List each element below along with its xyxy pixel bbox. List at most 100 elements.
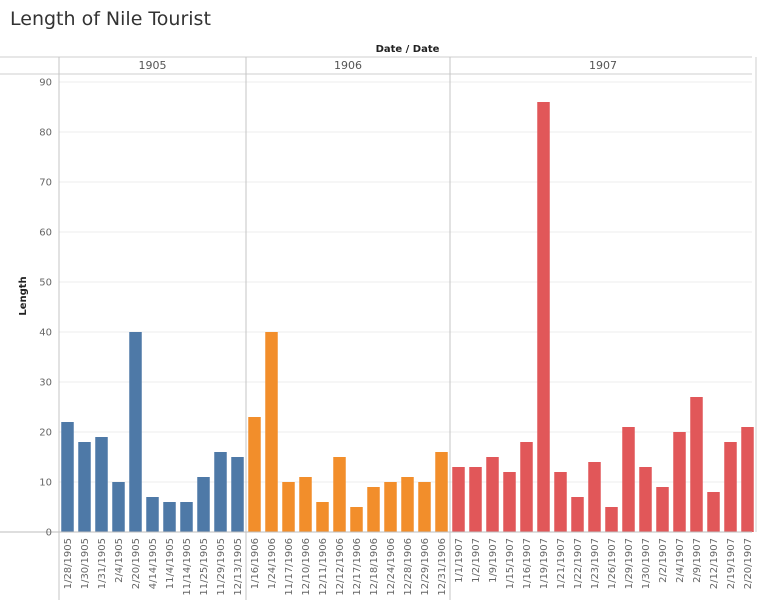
bar-1/19/1907 — [537, 102, 550, 532]
bar-2/12/1907 — [707, 492, 720, 532]
bar-2/4/1907 — [673, 432, 686, 532]
bar-11/17/1906 — [282, 482, 295, 532]
bar-12/13/1905 — [231, 457, 244, 532]
bar-1/31/1905 — [95, 437, 108, 532]
x-tick-label: 11/29/1905 — [216, 538, 227, 596]
bar-12/17/1906 — [350, 507, 363, 532]
year-header-1907: 1907 — [589, 59, 617, 72]
bar-12/12/1906 — [333, 457, 346, 532]
y-tick-label: 80 — [39, 128, 52, 139]
x-tick-label: 1/26/1907 — [607, 538, 618, 589]
bar-12/24/1906 — [384, 482, 397, 532]
bar-1/23/1907 — [588, 462, 601, 532]
x-tick-label: 12/28/1906 — [403, 538, 414, 596]
x-tick-label: 1/2/1907 — [471, 538, 482, 583]
bar-12/11/1906 — [316, 502, 329, 532]
x-tick-label: 1/30/1907 — [641, 538, 652, 589]
bar-12/28/1906 — [401, 477, 414, 532]
x-tick-label: 1/23/1907 — [590, 538, 601, 589]
y-axis-title: Length — [18, 276, 29, 315]
x-tick-label: 1/21/1907 — [556, 538, 567, 589]
x-tick-label: 2/4/1905 — [114, 538, 125, 583]
x-tick-label: 12/12/1906 — [335, 538, 346, 596]
x-tick-label: 12/18/1906 — [369, 538, 380, 596]
y-tick-label: 40 — [39, 328, 52, 339]
y-tick-label: 20 — [39, 428, 52, 439]
x-tick-label: 11/14/1905 — [182, 538, 193, 596]
x-tick-label: 12/10/1906 — [301, 538, 312, 596]
y-tick-label: 30 — [39, 378, 52, 389]
x-tick-label: 2/2/1907 — [658, 538, 669, 583]
bar-11/14/1905 — [180, 502, 193, 532]
bar-2/4/1905 — [112, 482, 125, 532]
bars — [61, 102, 754, 532]
bar-2/20/1907 — [741, 427, 754, 532]
bar-1/30/1907 — [639, 467, 652, 532]
x-tick-label: 12/13/1905 — [233, 538, 244, 596]
bar-1/2/1907 — [469, 467, 482, 532]
bar-11/4/1905 — [163, 502, 176, 532]
x-tick-label: 1/28/1905 — [63, 538, 74, 589]
bar-11/29/1905 — [214, 452, 227, 532]
bar-12/10/1906 — [299, 477, 312, 532]
bar-12/18/1906 — [367, 487, 380, 532]
x-tick-label: 11/25/1905 — [199, 538, 210, 596]
bar-1/28/1905 — [61, 422, 74, 532]
chart-frame — [0, 56, 757, 600]
bar-12/29/1906 — [418, 482, 431, 532]
x-tick-label: 1/29/1907 — [624, 538, 635, 589]
x-tick-label: 12/24/1906 — [386, 538, 397, 596]
x-tick-label: 1/15/1907 — [505, 538, 516, 589]
x-tick-label: 2/20/1905 — [131, 538, 142, 589]
bar-1/26/1907 — [605, 507, 618, 532]
bar-1/9/1907 — [486, 457, 499, 532]
bar-2/2/1907 — [656, 487, 669, 532]
year-header-1905: 1905 — [139, 59, 167, 72]
x-tick-label: 1/31/1905 — [97, 538, 108, 589]
x-tick-label: 12/17/1906 — [352, 538, 363, 596]
x-tick-label: 12/29/1906 — [420, 538, 431, 596]
x-tick-label: 11/17/1906 — [284, 538, 295, 596]
x-tick-label: 2/20/1907 — [743, 538, 754, 589]
bar-1/30/1905 — [78, 442, 91, 532]
bar-11/25/1905 — [197, 477, 210, 532]
x-tick-label: 1/19/1907 — [539, 538, 550, 589]
x-tick-label: 2/12/1907 — [709, 538, 720, 589]
x-tick-label: 2/9/1907 — [692, 538, 703, 583]
y-tick-label: 90 — [39, 78, 52, 89]
x-tick-label: 1/16/1906 — [250, 538, 261, 589]
y-tick-label: 60 — [39, 228, 52, 239]
x-tick-label: 2/19/1907 — [726, 538, 737, 589]
x-tick-label: 1/16/1907 — [522, 538, 533, 589]
x-tick-label: 1/1/1907 — [454, 538, 465, 583]
y-tick-label: 70 — [39, 178, 52, 189]
bar-1/22/1907 — [571, 497, 584, 532]
x-tick-label: 4/14/1905 — [148, 538, 159, 589]
gridlines — [59, 81, 752, 483]
bar-2/20/1905 — [129, 332, 142, 532]
bar-1/15/1907 — [503, 472, 516, 532]
bar-1/21/1907 — [554, 472, 567, 532]
y-tick-label: 10 — [39, 478, 52, 489]
bar-1/24/1906 — [265, 332, 278, 532]
bar-12/31/1906 — [435, 452, 448, 532]
x-tick-label: 12/11/1906 — [318, 538, 329, 596]
bar-1/16/1907 — [520, 442, 533, 532]
column-header-title: Date / Date — [376, 44, 440, 55]
x-tick-label: 12/31/1906 — [437, 538, 448, 596]
x-tick-label: 1/9/1907 — [488, 538, 499, 583]
y-tick-label: 0 — [46, 528, 52, 539]
chart-title: Length of Nile Tourist — [10, 8, 211, 30]
labels: 0 10 20 30 40 50 60 70 80 90 Length Date / Date 1/28… — [18, 44, 754, 596]
x-tick-label: 1/24/1906 — [267, 538, 278, 589]
bar-1/29/1907 — [622, 427, 635, 532]
x-tick-label: 1/22/1907 — [573, 538, 584, 589]
y-tick-label: 50 — [39, 278, 52, 289]
year-header-1906: 1906 — [334, 59, 362, 72]
bar-1/1/1907 — [452, 467, 465, 532]
x-tick-label: 1/30/1905 — [80, 538, 91, 589]
x-tick-label: 11/4/1905 — [165, 538, 176, 589]
bar-4/14/1905 — [146, 497, 159, 532]
bar-1/16/1906 — [248, 417, 261, 532]
